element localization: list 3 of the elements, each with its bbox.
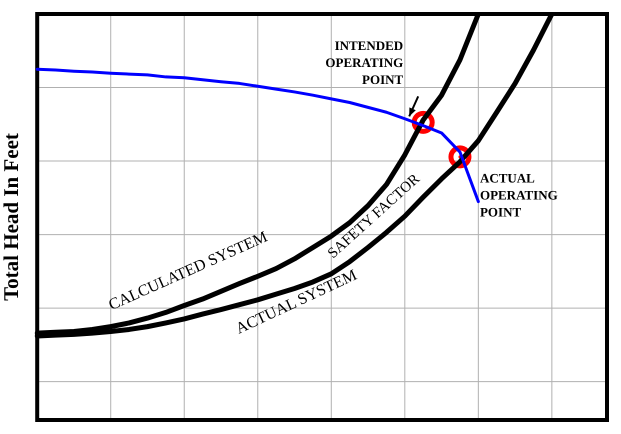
y-axis-title: Total Head In Feet bbox=[0, 133, 24, 301]
series-label: ACTUAL OPERATING POINT bbox=[480, 170, 558, 220]
text: INTENDED OPERATING POINT bbox=[325, 38, 404, 87]
